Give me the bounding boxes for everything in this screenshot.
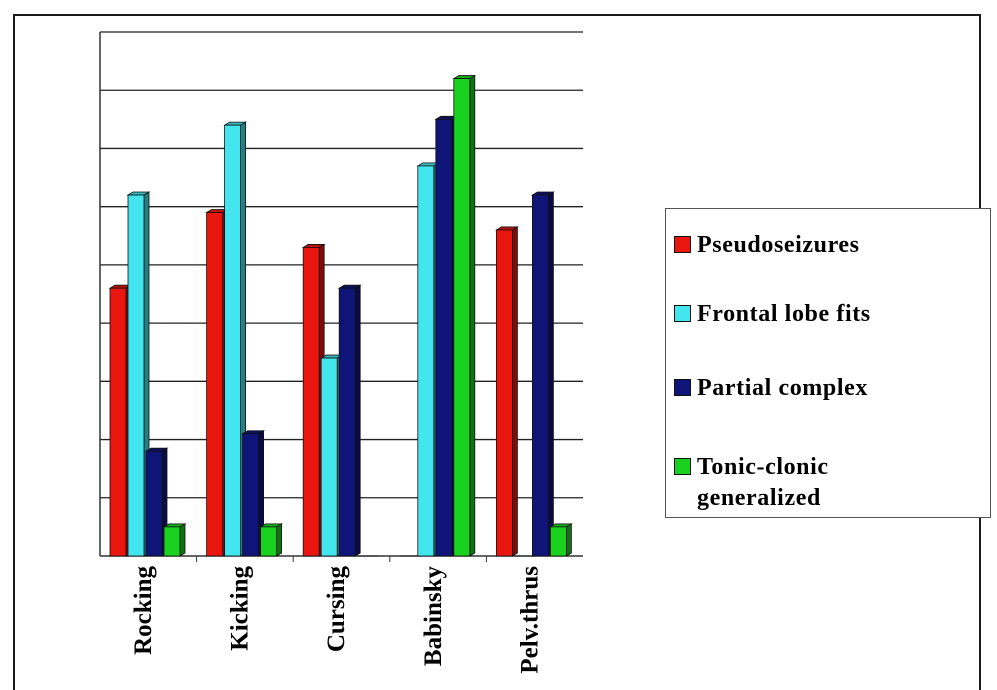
bar xyxy=(242,433,260,557)
bar xyxy=(435,118,453,557)
bar xyxy=(145,450,163,557)
bars xyxy=(108,74,573,557)
bar xyxy=(453,78,471,557)
bar-side xyxy=(354,284,361,557)
legend-label-line: Tonic-clonic xyxy=(697,454,829,480)
legend-label-block: Tonic-clonic generalized xyxy=(697,452,829,514)
legend-item-frontal-lobe-fits: Frontal lobe fits xyxy=(674,299,871,330)
bar xyxy=(224,124,242,557)
category-label: Babinsky xyxy=(420,566,447,667)
bar xyxy=(260,526,278,557)
category-labels: Rocking Kicking Cursing Babinsky Pelv.thrus xyxy=(130,566,543,674)
bar xyxy=(127,194,145,557)
legend-swatch xyxy=(674,458,691,475)
bar-side xyxy=(512,226,518,557)
category-label: Pelv.thrus xyxy=(516,566,543,674)
bar xyxy=(550,526,567,557)
legend-label: Pseudoseizures xyxy=(697,232,860,258)
legend: Pseudoseizures Frontal lobe fits Partial… xyxy=(665,208,991,518)
legend-swatch xyxy=(674,305,691,322)
category-label: Cursing xyxy=(323,566,350,653)
legend-swatch xyxy=(674,236,691,253)
legend-label: Frontal lobe fits xyxy=(697,301,871,327)
bar xyxy=(532,194,549,557)
bar xyxy=(320,357,338,557)
legend-label: Partial complex xyxy=(697,375,868,401)
legend-item-partial-complex: Partial complex xyxy=(674,373,868,404)
bar xyxy=(206,212,224,557)
bar-side xyxy=(179,523,186,557)
bar xyxy=(338,287,356,557)
bar xyxy=(495,229,513,557)
bar-side xyxy=(469,74,476,557)
category-label: Kicking xyxy=(227,566,254,651)
legend-swatch xyxy=(674,379,691,396)
legend-label-line: generalized xyxy=(697,485,821,511)
bar xyxy=(302,247,320,557)
bar-side xyxy=(548,191,554,557)
bar xyxy=(163,526,181,557)
bar xyxy=(417,165,435,557)
bar-side xyxy=(276,523,283,557)
category-label: Rocking xyxy=(130,566,157,655)
legend-item-tonic-clonic-generalized: Tonic-clonic generalized xyxy=(674,452,829,514)
bar-side xyxy=(566,523,572,557)
legend-item-pseudoseizures: Pseudoseizures xyxy=(674,230,860,261)
bar xyxy=(109,287,127,557)
